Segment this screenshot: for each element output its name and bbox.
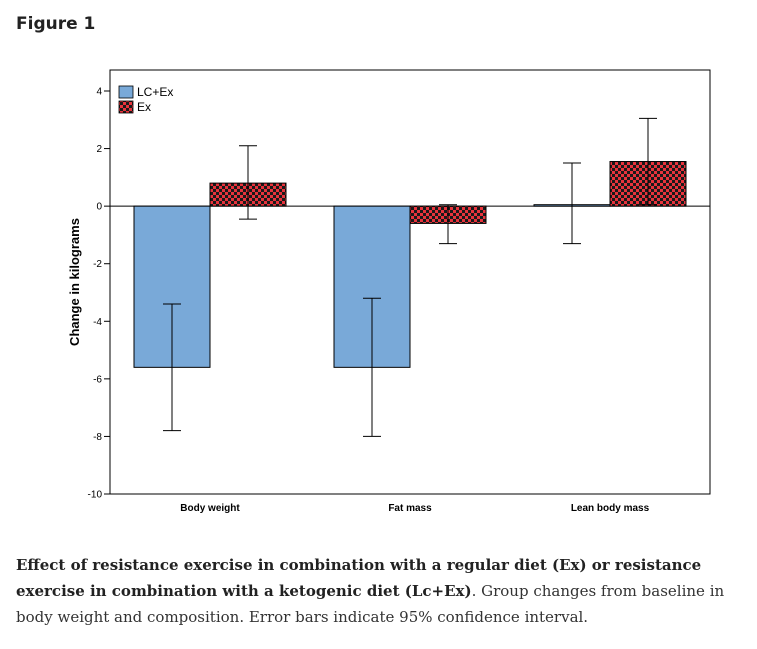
bars bbox=[133, 161, 687, 368]
legend-label-lcex: LC+Ex bbox=[137, 85, 173, 99]
y-tick-label: 2 bbox=[96, 144, 102, 155]
x-category-label: Lean body mass bbox=[571, 503, 650, 514]
y-tick-label: -8 bbox=[93, 432, 102, 443]
y-tick-label: -6 bbox=[93, 374, 102, 385]
y-tick-label: 4 bbox=[96, 87, 102, 98]
bar-chart: 4 2 0 -2 -4 -6 -8 -10 Body weight Fat mass Lean b… bbox=[67, 69, 711, 514]
caption-bold: Effect of resistance exercise in combina… bbox=[16, 556, 702, 600]
legend: LC+Ex Ex bbox=[118, 85, 173, 114]
legend-swatch-ex bbox=[118, 100, 134, 114]
x-axis-categories: Body weight Fat mass Lean body mass bbox=[180, 503, 649, 514]
y-tick-label: -2 bbox=[93, 259, 102, 270]
legend-label-ex: Ex bbox=[137, 100, 151, 114]
x-category-label: Body weight bbox=[180, 503, 240, 514]
figure-label: Figure 1 bbox=[16, 14, 96, 34]
y-axis-label: Change in kilograms bbox=[67, 218, 82, 346]
legend-swatch-lcex bbox=[118, 85, 134, 99]
y-tick-label: -10 bbox=[88, 490, 103, 501]
y-axis: 4 2 0 -2 -4 -6 -8 -10 bbox=[88, 87, 110, 501]
caption-rest: . Group changes from baseline in body we… bbox=[16, 582, 725, 626]
y-tick-label: 0 bbox=[96, 202, 102, 213]
error-bars bbox=[163, 117, 657, 437]
plot-frame bbox=[109, 69, 711, 495]
y-tick-label: -4 bbox=[93, 317, 102, 328]
x-category-label: Fat mass bbox=[388, 503, 432, 514]
figure-caption: Effect of resistance exercise in combina… bbox=[16, 552, 744, 630]
